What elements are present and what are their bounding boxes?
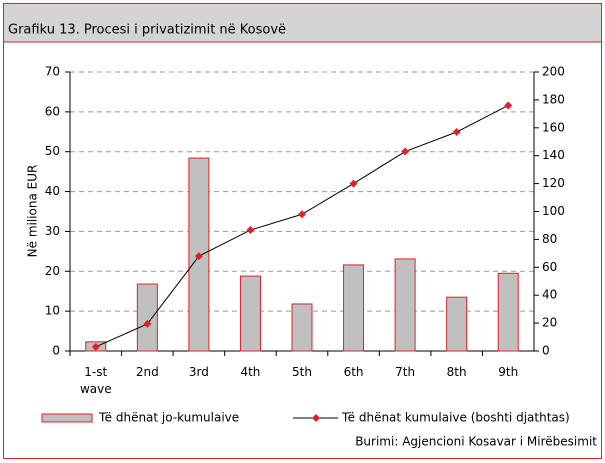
- marker: [298, 210, 306, 219]
- source: Burimi: Agjencioni Kosavar i Mirëbesimit: [355, 435, 597, 449]
- marker: [91, 342, 100, 351]
- bar: [343, 264, 365, 352]
- y-tick-label: 60: [45, 104, 60, 118]
- marker: [246, 226, 255, 235]
- bar: [497, 272, 519, 352]
- y-axis-label: Në miliona EUR: [26, 165, 40, 258]
- marker: [349, 179, 358, 188]
- x-tick-label: 7th: [395, 365, 416, 379]
- marker: [452, 127, 461, 136]
- x-tick-label: 6th: [343, 365, 364, 379]
- marker: [401, 147, 410, 156]
- marker: [194, 252, 203, 261]
- legend-label: Të dhënat kumulaive (boshti djathtas): [341, 411, 570, 425]
- legend-swatch: [41, 413, 93, 423]
- bar: [136, 283, 158, 352]
- y-tick-label: 30: [45, 224, 60, 238]
- y2-tick-label: 20: [542, 316, 557, 330]
- x-tick-label: 3rd: [188, 365, 209, 379]
- y2-tick-label: 140: [542, 148, 565, 162]
- y2-tick-label: 60: [542, 260, 557, 274]
- y-tick-label: 20: [45, 264, 60, 278]
- y2-tick-label: 80: [542, 232, 557, 246]
- x-tick-label: 5th: [292, 365, 312, 379]
- bar: [291, 303, 313, 352]
- y-tick-label: 0: [52, 344, 60, 358]
- y2-tick-label: 0: [542, 344, 550, 358]
- x-tick-label: 2nd: [135, 365, 159, 379]
- y2-tick-label: 40: [542, 288, 557, 302]
- x-tick-label: 4th: [240, 365, 261, 379]
- y2-tick-label: 200: [542, 65, 565, 79]
- header-band: [4, 4, 601, 42]
- marker: [143, 319, 152, 328]
- x-tick-label: 1-st wave: [79, 365, 112, 396]
- bar: [446, 296, 468, 352]
- y-tick-label: 50: [45, 144, 60, 158]
- legend-marker: [312, 414, 320, 422]
- y2-tick-label: 180: [542, 92, 565, 106]
- bar: [394, 258, 416, 352]
- marker: [504, 101, 513, 110]
- legend-label: Të dhënat jo-kumulaive: [98, 411, 239, 425]
- bar: [239, 275, 261, 352]
- y-tick-label: 70: [45, 65, 60, 79]
- y2-tick-label: 100: [542, 204, 565, 218]
- chart-title: Grafiku 13. Procesi i privatizimit në Ko…: [8, 23, 286, 38]
- y2-tick-label: 120: [542, 176, 565, 190]
- y-tick-label: 10: [45, 304, 60, 318]
- frame: [3, 3, 602, 459]
- x-tick-label: 9th: [498, 365, 519, 379]
- y-tick-label: 40: [45, 184, 60, 198]
- y2-tick-label: 160: [542, 120, 565, 134]
- x-tick-label: 8th: [446, 365, 467, 379]
